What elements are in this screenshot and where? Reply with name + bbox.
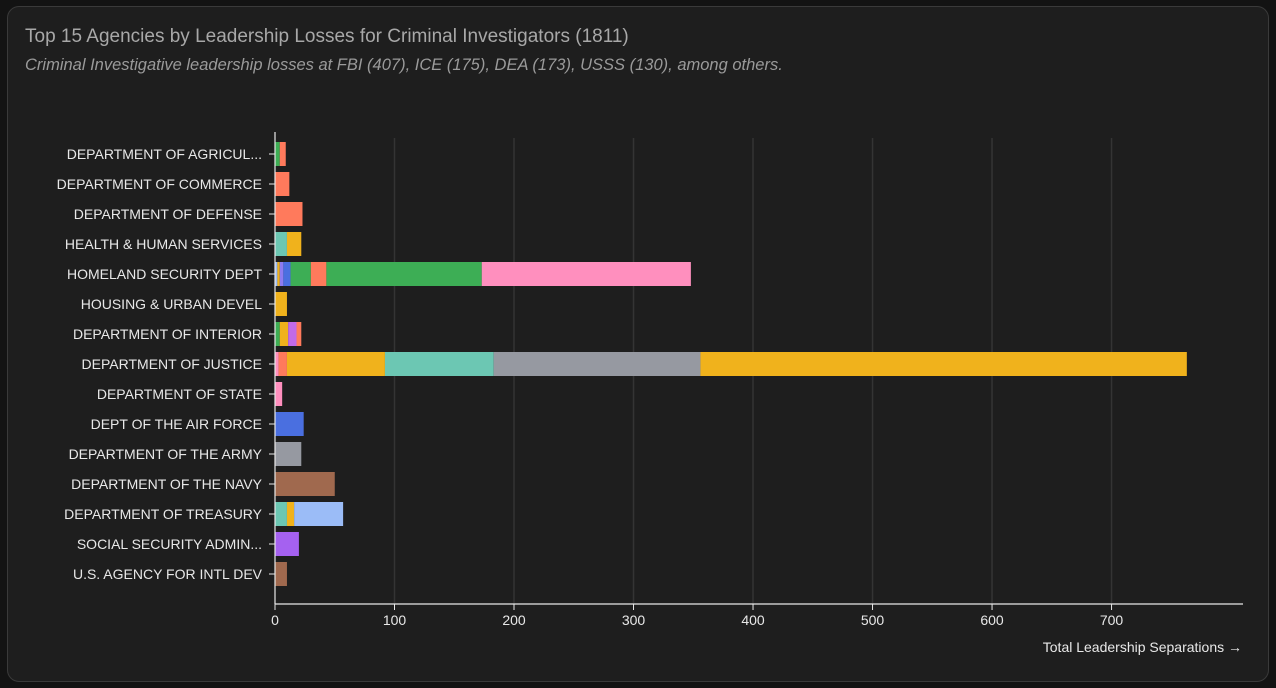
- chart-title: Top 15 Agencies by Leadership Losses for…: [25, 26, 629, 47]
- y-tick-label: DEPARTMENT OF JUSTICE: [82, 356, 262, 372]
- x-axis-label: Total Leadership Separations →: [1043, 639, 1242, 655]
- bar-segment-2-0: [275, 202, 303, 226]
- bar-segment-10-0: [275, 442, 302, 466]
- bar-segment-4-5: [310, 262, 327, 286]
- y-tick-label: DEPARTMENT OF AGRICUL...: [67, 146, 262, 162]
- bars: [275, 142, 1187, 586]
- y-tick-label: DEPARTMENT OF THE ARMY: [69, 446, 263, 462]
- chart-card: [7, 6, 1269, 682]
- bar-segment-4-0: [275, 262, 278, 286]
- x-tick-label: 100: [383, 612, 407, 628]
- bar-segment-7-2: [286, 352, 385, 376]
- bar-segment-5-0: [275, 292, 287, 316]
- y-tick-label: SOCIAL SECURITY ADMIN...: [77, 536, 262, 552]
- bar-segment-1-0: [275, 172, 290, 196]
- bar-segment-12-0: [275, 502, 287, 526]
- x-tick-label: 200: [502, 612, 526, 628]
- bar-segment-4-3: [283, 262, 291, 286]
- bar-segment-0-0: [275, 142, 280, 166]
- x-tick-label: 300: [622, 612, 646, 628]
- bar-segment-3-0: [275, 232, 287, 256]
- x-tick-label: 400: [741, 612, 765, 628]
- bar-segment-6-1: [279, 322, 289, 346]
- y-tick-label: DEPT OF THE AIR FORCE: [91, 416, 262, 432]
- y-tick-label: DEPARTMENT OF DEFENSE: [74, 206, 262, 222]
- bar-segment-9-0: [275, 412, 304, 436]
- x-axis: 0 100 200 300 400 500 600 700: [271, 603, 1243, 628]
- bar-segment-4-7: [481, 262, 691, 286]
- bar-segment-12-1: [286, 502, 295, 526]
- bar-segment-7-0: [275, 352, 279, 376]
- x-tick-label: 500: [861, 612, 885, 628]
- bar-segment-4-4: [290, 262, 311, 286]
- y-tick-label: DEPARTMENT OF COMMERCE: [57, 176, 262, 192]
- y-tick-label: DEPARTMENT OF TREASURY: [64, 506, 263, 522]
- chart-subtitle: Criminal Investigative leadership losses…: [25, 56, 783, 74]
- x-tick-label: 0: [271, 612, 279, 628]
- bar-segment-7-4: [493, 352, 701, 376]
- bar-segment-6-2: [288, 322, 297, 346]
- bar-segment-7-3: [384, 352, 494, 376]
- y-axis: DEPARTMENT OF AGRICUL... DEPARTMENT OF CO…: [57, 132, 276, 604]
- bar-segment-7-5: [700, 352, 1187, 376]
- x-tick-label: 700: [1100, 612, 1124, 628]
- bar-segment-11-0: [275, 472, 335, 496]
- y-tick-label: HEALTH & HUMAN SERVICES: [65, 236, 262, 252]
- bar-segment-0-1: [279, 142, 286, 166]
- bar-segment-6-0: [275, 322, 280, 346]
- bar-segment-14-0: [275, 562, 287, 586]
- bar-segment-3-1: [286, 232, 302, 256]
- bar-segment-4-6: [326, 262, 482, 286]
- x-tick-label: 600: [980, 612, 1004, 628]
- bar-segment-4-2: [279, 262, 284, 286]
- y-tick-label: HOUSING & URBAN DEVEL: [81, 296, 262, 312]
- bar-segment-13-0: [275, 532, 299, 556]
- y-tick-label: DEPARTMENT OF INTERIOR: [73, 326, 262, 342]
- y-tick-label: DEPARTMENT OF STATE: [97, 386, 262, 402]
- bar-segment-4-1: [277, 262, 280, 286]
- y-tick-label: HOMELAND SECURITY DEPT: [67, 266, 262, 282]
- bar-segment-8-0: [275, 382, 283, 406]
- bar-segment-6-3: [296, 322, 302, 346]
- y-tick-label: DEPARTMENT OF THE NAVY: [71, 476, 263, 492]
- y-tick-label: U.S. AGENCY FOR INTL DEV: [73, 566, 263, 582]
- bar-segment-7-1: [278, 352, 287, 376]
- bar-segment-12-2: [294, 502, 344, 526]
